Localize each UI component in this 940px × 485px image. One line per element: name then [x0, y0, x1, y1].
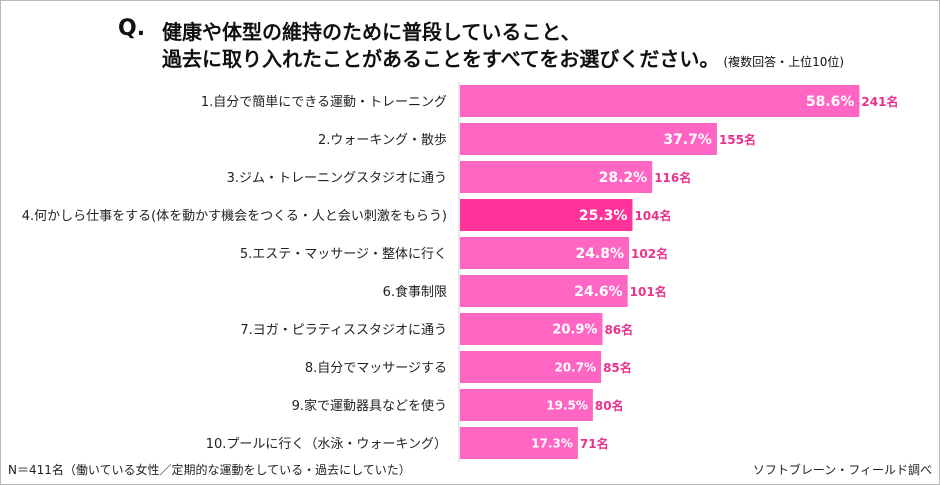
category-label-6: 6.食事制限 [383, 284, 447, 300]
category-label-4: 4.何かしら仕事をする(体を動かす機会をつくる・人と会い刺激をもらう) [22, 208, 447, 224]
bar-10 [460, 427, 578, 459]
count-label-3: 116名 [654, 170, 691, 185]
bar-6 [460, 275, 628, 307]
category-label-10: 10.プールに行く（水泳・ウォーキング） [206, 437, 447, 452]
bar-1 [460, 85, 860, 117]
count-label-1: 241名 [861, 94, 898, 109]
value-label-5: 24.8% [575, 246, 624, 262]
bar-2 [460, 123, 717, 155]
value-label-2: 37.7% [663, 132, 712, 148]
question-mark: Q. [118, 16, 146, 41]
category-label-9: 9.家で運動器具などを使う [292, 398, 447, 414]
count-label-7: 86名 [604, 322, 633, 337]
bar-9 [460, 389, 593, 421]
value-label-3: 28.2% [599, 170, 648, 186]
category-label-8: 8.自分でマッサージする [305, 361, 447, 376]
value-label-9: 19.5% [546, 398, 588, 412]
source-note: ソフトブレーン・フィールド調べ [752, 463, 932, 477]
category-label-2: 2.ウォーキング・散歩 [318, 133, 447, 148]
bar-8 [460, 351, 602, 383]
count-label-5: 102名 [631, 246, 668, 261]
value-label-6: 24.6% [574, 284, 623, 300]
count-label-6: 101名 [630, 284, 667, 299]
sample-note: N＝411名（働いている女性／定期的な運動をしている・過去にしていた） [8, 463, 411, 477]
value-label-4: 25.3% [579, 208, 628, 224]
bar-5 [460, 237, 630, 269]
question-note: (複数回答・上位10位) [723, 55, 845, 69]
bar-4 [460, 199, 633, 231]
count-label-4: 104名 [634, 208, 671, 223]
count-label-10: 71名 [580, 436, 609, 451]
category-label-3: 3.ジム・トレーニングスタジオに通う [227, 171, 447, 186]
category-label-7: 7.ヨガ・ピラティススタジオに通う [240, 323, 447, 338]
category-label-5: 5.エステ・マッサージ・整体に行く [240, 247, 447, 262]
bar-7 [460, 313, 603, 345]
question-line-1: 健康や体型の維持のために普段していること、 [162, 20, 581, 44]
value-label-8: 20.7% [554, 360, 596, 374]
count-label-2: 155名 [719, 132, 756, 147]
question-line-2-text: 過去に取り入れたことがあることをすべてをお選びください。 [162, 47, 720, 71]
value-label-1: 58.6% [806, 94, 855, 110]
count-label-8: 85名 [603, 360, 632, 375]
count-label-9: 80名 [595, 398, 624, 413]
category-label-1: 1.自分で簡単にできる運動・トレーニング [201, 94, 447, 110]
value-label-7: 20.9% [552, 323, 597, 338]
bar-3 [460, 161, 653, 193]
question-line-2: 過去に取り入れたことがあることをすべてをお選びください。 (複数回答・上位10位) [162, 43, 844, 72]
value-label-10: 17.3% [531, 436, 573, 450]
